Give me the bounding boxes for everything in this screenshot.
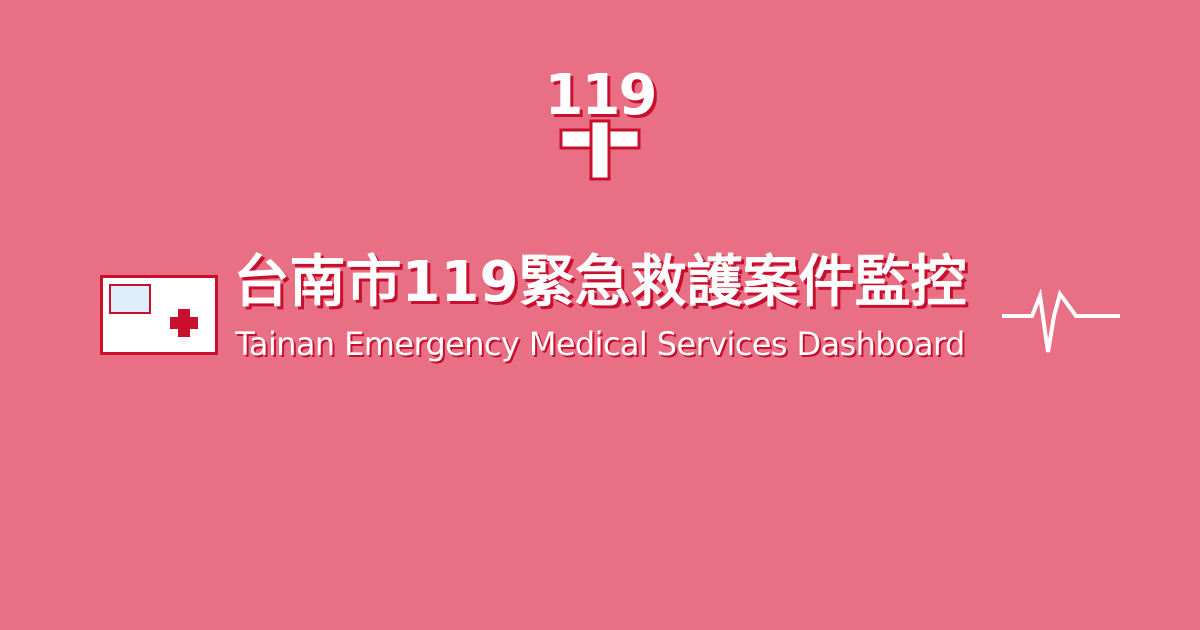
heartbeat-icon: [1002, 288, 1120, 353]
page-title: 台南市119緊急救護案件監控: [233, 250, 967, 315]
page-subtitle: Tainan Emergency Medical Services Dashbo…: [235, 325, 965, 363]
ambulance-icon: [100, 275, 218, 355]
medical-cross-icon: [559, 119, 641, 181]
logo-119-text: 119: [544, 63, 658, 128]
